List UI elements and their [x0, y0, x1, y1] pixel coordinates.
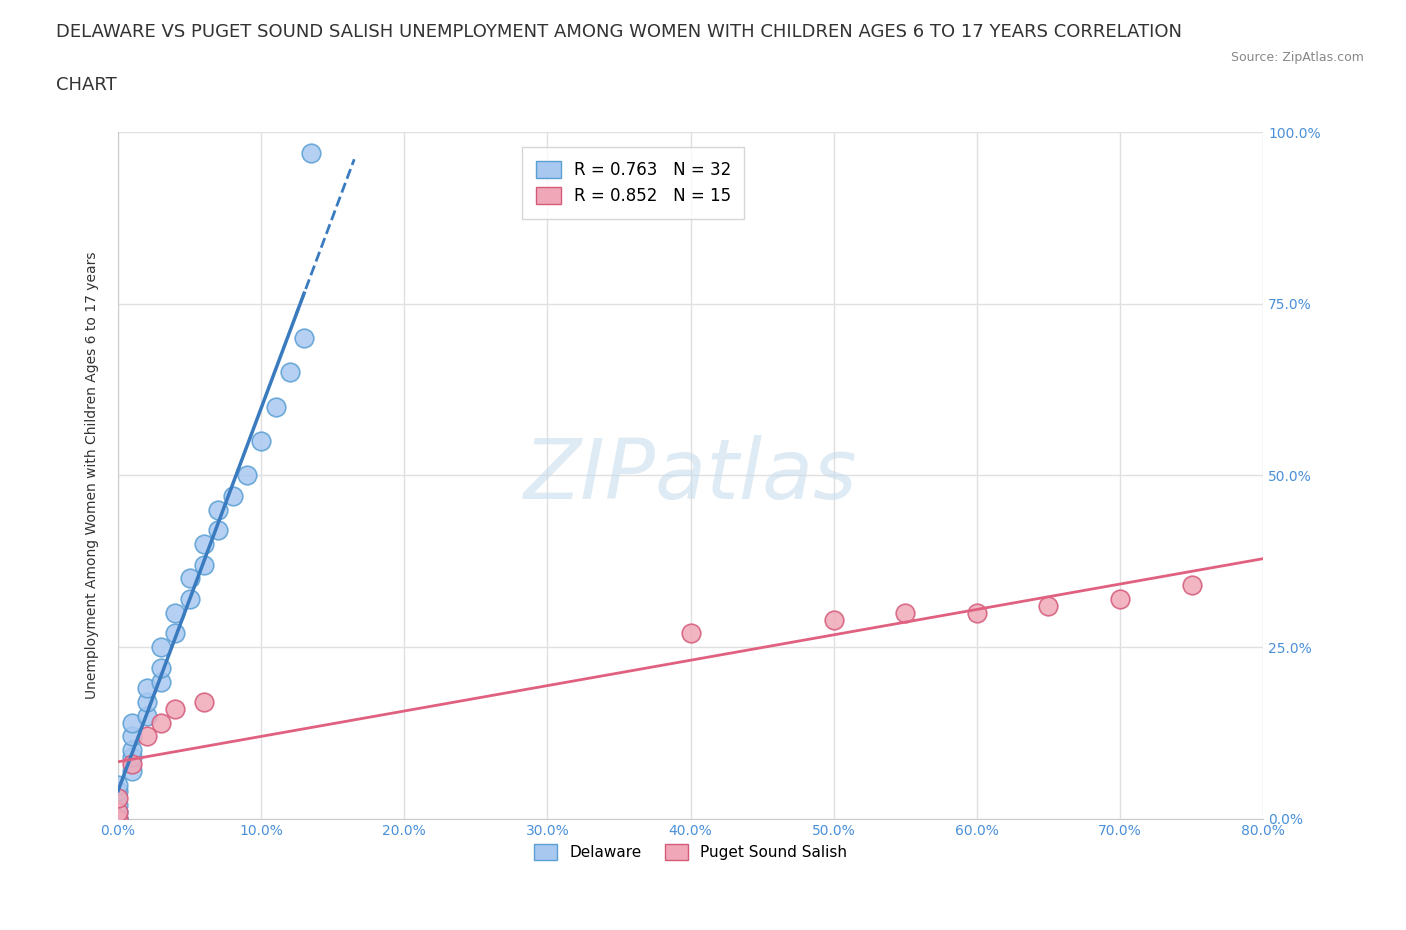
- Point: [278, 365, 301, 379]
- Point: [179, 571, 201, 586]
- Point: [165, 626, 187, 641]
- Point: [207, 502, 229, 517]
- Legend: Delaware, Puget Sound Salish: Delaware, Puget Sound Salish: [529, 838, 853, 866]
- Point: [107, 811, 129, 826]
- Point: [121, 729, 143, 744]
- Point: [150, 660, 173, 675]
- Point: [207, 523, 229, 538]
- Point: [107, 784, 129, 799]
- Point: [107, 798, 129, 813]
- Point: [165, 605, 187, 620]
- Point: [135, 709, 157, 724]
- Point: [264, 399, 287, 414]
- Point: [121, 750, 143, 764]
- Point: [135, 695, 157, 710]
- Point: [121, 764, 143, 778]
- Point: [121, 756, 143, 771]
- Point: [1181, 578, 1204, 592]
- Point: [292, 331, 315, 346]
- Text: Source: ZipAtlas.com: Source: ZipAtlas.com: [1230, 51, 1364, 64]
- Point: [121, 743, 143, 758]
- Point: [107, 811, 129, 826]
- Point: [221, 488, 243, 503]
- Text: DELAWARE VS PUGET SOUND SALISH UNEMPLOYMENT AMONG WOMEN WITH CHILDREN AGES 6 TO : DELAWARE VS PUGET SOUND SALISH UNEMPLOYM…: [56, 23, 1182, 41]
- Point: [1038, 599, 1060, 614]
- Point: [299, 145, 322, 160]
- Text: ZIPatlas: ZIPatlas: [524, 435, 858, 516]
- Point: [1109, 591, 1132, 606]
- Point: [107, 804, 129, 819]
- Point: [823, 612, 845, 627]
- Point: [135, 681, 157, 696]
- Point: [107, 790, 129, 805]
- Text: CHART: CHART: [56, 76, 117, 94]
- Point: [966, 605, 988, 620]
- Point: [193, 557, 215, 572]
- Point: [236, 468, 259, 483]
- Point: [121, 715, 143, 730]
- Point: [894, 605, 917, 620]
- Point: [135, 729, 157, 744]
- Point: [193, 537, 215, 551]
- Point: [165, 701, 187, 716]
- Point: [107, 777, 129, 792]
- Point: [107, 811, 129, 826]
- Point: [179, 591, 201, 606]
- Point: [150, 640, 173, 655]
- Point: [250, 433, 273, 448]
- Point: [150, 674, 173, 689]
- Point: [193, 695, 215, 710]
- Point: [679, 626, 702, 641]
- Y-axis label: Unemployment Among Women with Children Ages 6 to 17 years: Unemployment Among Women with Children A…: [86, 252, 100, 699]
- Point: [107, 804, 129, 819]
- Point: [150, 715, 173, 730]
